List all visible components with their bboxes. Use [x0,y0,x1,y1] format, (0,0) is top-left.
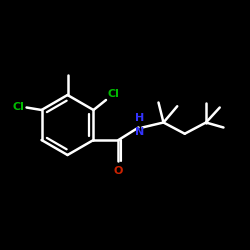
Text: N: N [135,127,144,137]
Text: H: H [135,113,144,123]
Text: O: O [114,166,123,176]
Text: Cl: Cl [12,102,24,113]
Text: Cl: Cl [107,89,119,99]
